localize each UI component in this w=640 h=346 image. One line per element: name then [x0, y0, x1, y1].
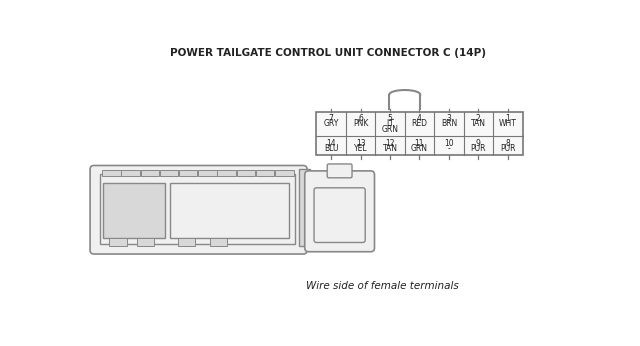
Bar	[300, 169, 310, 246]
Bar	[179, 170, 197, 175]
Text: BLU: BLU	[324, 144, 339, 153]
Text: PNK: PNK	[353, 119, 368, 128]
Text: 4: 4	[417, 114, 422, 123]
FancyBboxPatch shape	[327, 164, 352, 178]
Text: 13: 13	[356, 138, 365, 147]
Text: 6: 6	[358, 114, 363, 123]
Bar	[100, 174, 296, 244]
Text: 7: 7	[329, 114, 333, 123]
FancyBboxPatch shape	[314, 188, 365, 243]
Bar	[275, 170, 294, 175]
Text: -: -	[447, 144, 451, 153]
Text: 12: 12	[385, 138, 395, 147]
Text: 11: 11	[415, 138, 424, 147]
Bar	[237, 170, 255, 175]
Text: 10: 10	[444, 138, 454, 147]
Text: 8: 8	[506, 138, 510, 147]
Bar	[103, 183, 165, 238]
Text: PUR: PUR	[500, 144, 516, 153]
Bar	[198, 170, 216, 175]
Text: PUR: PUR	[470, 144, 486, 153]
Text: WHT: WHT	[499, 119, 516, 128]
Bar	[256, 170, 275, 175]
Text: Wire side of female terminals: Wire side of female terminals	[306, 281, 459, 291]
Text: 14: 14	[326, 138, 336, 147]
Text: 1: 1	[506, 114, 510, 123]
FancyBboxPatch shape	[305, 171, 374, 252]
Bar	[170, 183, 289, 238]
Text: POWER TAILGATE CONTROL UNIT CONNECTOR C (14P): POWER TAILGATE CONTROL UNIT CONNECTOR C …	[170, 48, 486, 58]
Bar	[160, 170, 178, 175]
Text: 3: 3	[447, 114, 451, 123]
Text: YEL: YEL	[354, 144, 367, 153]
Bar	[141, 170, 159, 175]
Text: 2: 2	[476, 114, 481, 123]
FancyBboxPatch shape	[90, 165, 307, 254]
Text: GRY: GRY	[323, 119, 339, 128]
Bar	[178, 238, 195, 246]
Text: LT: LT	[386, 119, 394, 128]
Text: GRN: GRN	[381, 125, 399, 134]
Bar	[109, 238, 127, 246]
Bar	[122, 170, 140, 175]
Text: TAN: TAN	[383, 144, 397, 153]
Text: GRN: GRN	[411, 144, 428, 153]
Bar	[316, 112, 522, 155]
Text: BRN: BRN	[441, 119, 457, 128]
Text: 5: 5	[388, 114, 392, 123]
Bar	[102, 170, 120, 175]
Bar	[136, 238, 154, 246]
Bar	[210, 238, 227, 246]
Bar	[218, 170, 236, 175]
Text: TAN: TAN	[471, 119, 486, 128]
Text: 9: 9	[476, 138, 481, 147]
Text: RED: RED	[412, 119, 428, 128]
